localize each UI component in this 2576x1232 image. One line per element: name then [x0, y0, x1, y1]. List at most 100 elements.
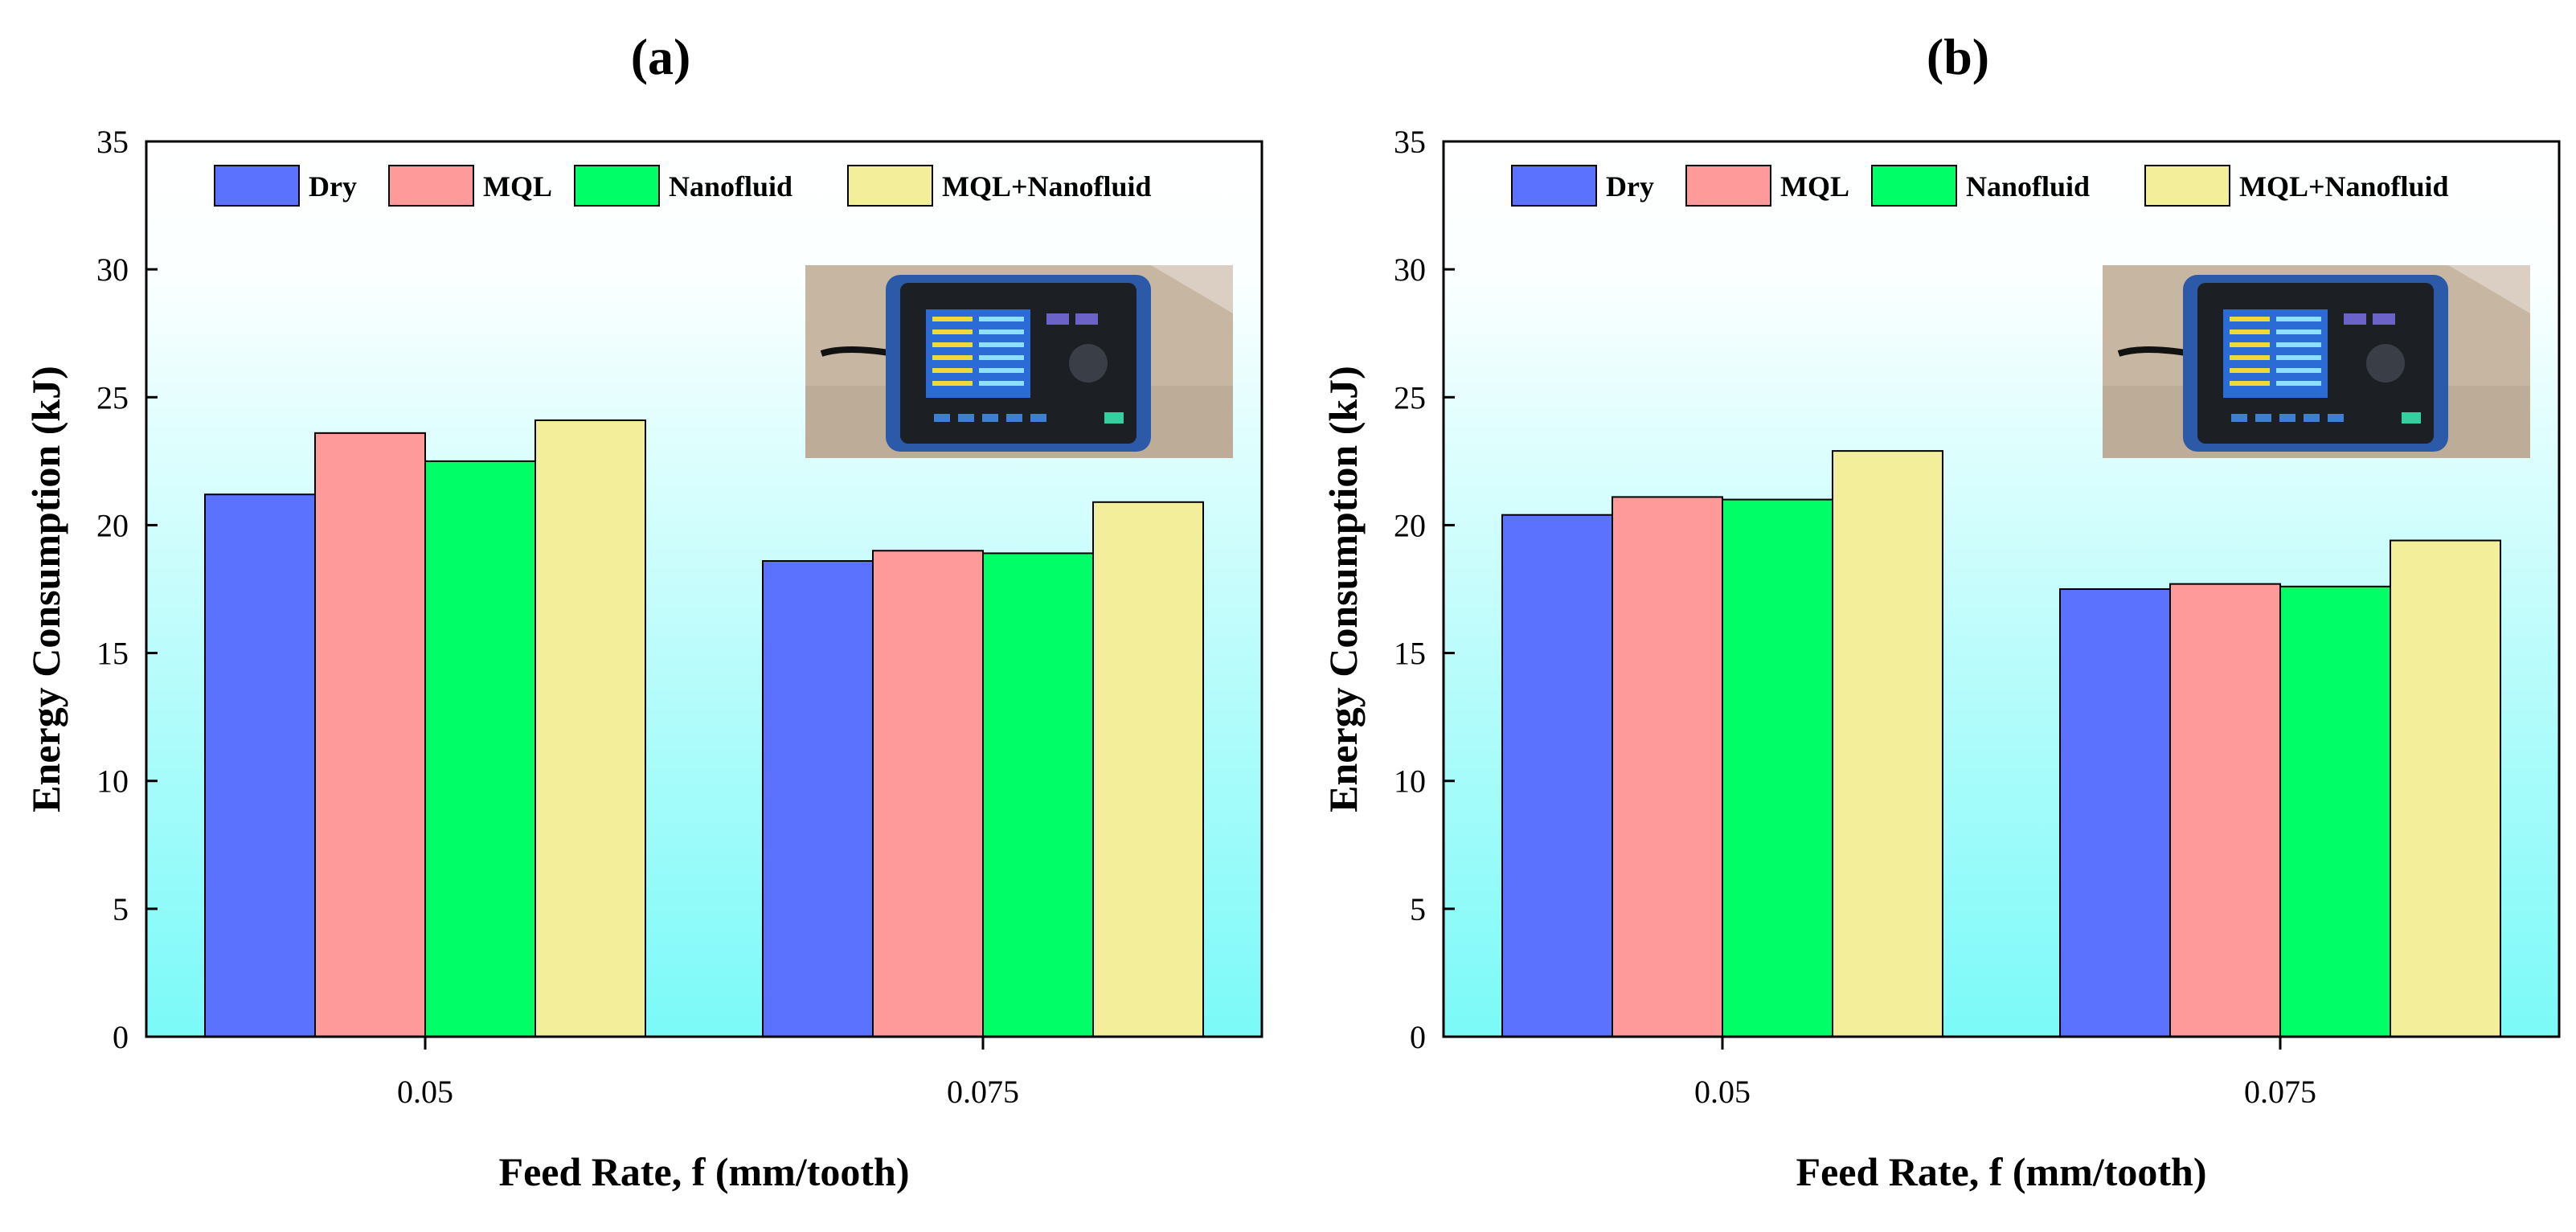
y-tick-label: 0 — [1410, 1019, 1426, 1055]
legend-label: Dry — [1606, 170, 1654, 203]
panel-title: (a) — [631, 28, 691, 85]
y-tick-label: 35 — [96, 124, 129, 160]
y-tick-label: 15 — [96, 636, 129, 672]
device-key — [1046, 313, 1069, 325]
y-axis-title: Energy Consumption (kJ) — [23, 366, 68, 812]
y-tick-label: 10 — [1394, 763, 1426, 800]
bar-nanofluid-0.075 — [982, 552, 1094, 1038]
device-key — [2279, 414, 2295, 422]
screen-line — [932, 368, 973, 373]
screen-line — [2230, 329, 2270, 334]
device-key — [982, 414, 998, 422]
plastic-wrap — [1151, 265, 1233, 313]
bar-dry-0.075 — [2059, 588, 2171, 1038]
bar-nanofluid-0.075 — [2279, 585, 2391, 1038]
x-axis-title: Feed Rate, f (mm/tooth) — [499, 1149, 910, 1194]
chart-panel-b: 0 5 10 15 20 25 30 35 0.05 0.075 (b) Feed Rate, f (… — [1297, 0, 2576, 1232]
screen-line — [932, 381, 973, 386]
power-analyzer-photo — [805, 265, 1233, 458]
plot-frame — [145, 140, 1263, 1038]
x-axis-title: Feed Rate, f (mm/tooth) — [1796, 1149, 2207, 1194]
legend-label: MQL+Nanofluid — [2239, 170, 2449, 203]
screen-line — [2230, 368, 2270, 373]
screen-line — [2276, 329, 2321, 334]
y-tick-label: 30 — [96, 252, 129, 288]
device-key — [2402, 412, 2421, 424]
panel-title: (b) — [1927, 28, 1989, 85]
chart-svg: 0 5 10 15 20 25 30 35 0.05 0.075 (a) Feed Rate, f (… — [23, 28, 1263, 1194]
legend-label: Nanofluid — [669, 170, 792, 203]
bar-mql-nanofluid-0.05 — [534, 419, 646, 1038]
device-key — [1030, 414, 1046, 422]
device-key — [2304, 414, 2320, 422]
y-tick-label: 0 — [113, 1019, 129, 1055]
bar-nanofluid-0.05 — [1722, 498, 1833, 1038]
chart-svg: 0 5 10 15 20 25 30 35 0.05 0.075 (b) Feed Rate, f (… — [1321, 28, 2561, 1194]
y-axis-title: Energy Consumption (kJ) — [1321, 366, 1366, 812]
screen-line — [932, 317, 973, 321]
y-tick-label: 35 — [1394, 124, 1426, 160]
bar-mql-nanofluid-0.075 — [2390, 539, 2501, 1038]
legend-item: Dry — [1511, 165, 1654, 207]
bar-dry-0.075 — [762, 559, 874, 1038]
screen-line — [932, 355, 973, 360]
y-tick-label: 25 — [1394, 379, 1426, 415]
bar-mql-0.05 — [1612, 496, 1723, 1038]
y-tick-label: 20 — [96, 507, 129, 543]
legend-item: MQL — [388, 165, 552, 207]
screen-line — [932, 329, 973, 334]
legend-swatch — [1511, 165, 1597, 207]
bar-mql-nanofluid-0.05 — [1832, 450, 1943, 1038]
legend-item: MQL+Nanofluid — [2144, 165, 2449, 207]
legend-item: Dry — [214, 165, 357, 207]
device-key — [1006, 414, 1022, 422]
device-dial — [2366, 344, 2405, 383]
x-tick-label: 0.075 — [947, 1074, 1019, 1110]
device-key — [1104, 412, 1124, 424]
screen-line — [2230, 317, 2270, 321]
y-tick-label: 5 — [1410, 891, 1426, 927]
screen-line — [2230, 342, 2270, 347]
x-tick-label: 0.075 — [2244, 1074, 2316, 1110]
legend-swatch — [214, 165, 300, 207]
legend-label: MQL+Nanofluid — [942, 170, 1152, 203]
device-key — [1075, 313, 1098, 325]
device-key — [2328, 414, 2344, 422]
y-tick-label: 15 — [1394, 636, 1426, 672]
screen-line — [2276, 368, 2321, 373]
screen-line — [932, 342, 973, 347]
legend-swatch — [2144, 165, 2230, 207]
bar-mql-0.075 — [872, 550, 984, 1038]
legend-swatch — [574, 165, 660, 207]
device-key — [934, 414, 950, 422]
legend-label: Nanofluid — [1966, 170, 2090, 203]
bar-dry-0.05 — [204, 493, 316, 1038]
legend-item: MQL — [1685, 165, 1849, 207]
plot-frame — [1442, 140, 2561, 1038]
screen-line — [979, 342, 1024, 347]
device-key — [2373, 313, 2395, 325]
device-dial — [1069, 344, 1108, 383]
legend-item: Nanofluid — [574, 165, 792, 207]
legend-label: Dry — [309, 170, 357, 203]
screen-line — [2276, 381, 2321, 386]
bar-mql-nanofluid-0.075 — [1092, 501, 1204, 1038]
screen-line — [979, 381, 1024, 386]
y-tick-label: 25 — [96, 379, 129, 415]
plastic-wrap — [2448, 265, 2530, 313]
bar-mql-0.075 — [2169, 583, 2281, 1038]
probe-cable — [2117, 346, 2192, 357]
bar-nanofluid-0.05 — [424, 460, 536, 1038]
x-tick-label: 0.05 — [397, 1074, 453, 1110]
device-key — [958, 414, 974, 422]
legend-item: MQL+Nanofluid — [847, 165, 1152, 207]
chart-panel-a: 0 5 10 15 20 25 30 35 0.05 0.075 (a) Feed Rate, f (… — [23, 28, 1263, 1194]
legend-swatch — [1871, 165, 1957, 207]
screen-line — [2276, 317, 2321, 321]
screen-line — [979, 317, 1024, 321]
probe-cable — [820, 346, 895, 357]
y-tick-label: 30 — [1394, 252, 1426, 288]
y-tick-label: 10 — [96, 763, 129, 800]
legend-swatch — [1685, 165, 1771, 207]
screen-line — [979, 368, 1024, 373]
